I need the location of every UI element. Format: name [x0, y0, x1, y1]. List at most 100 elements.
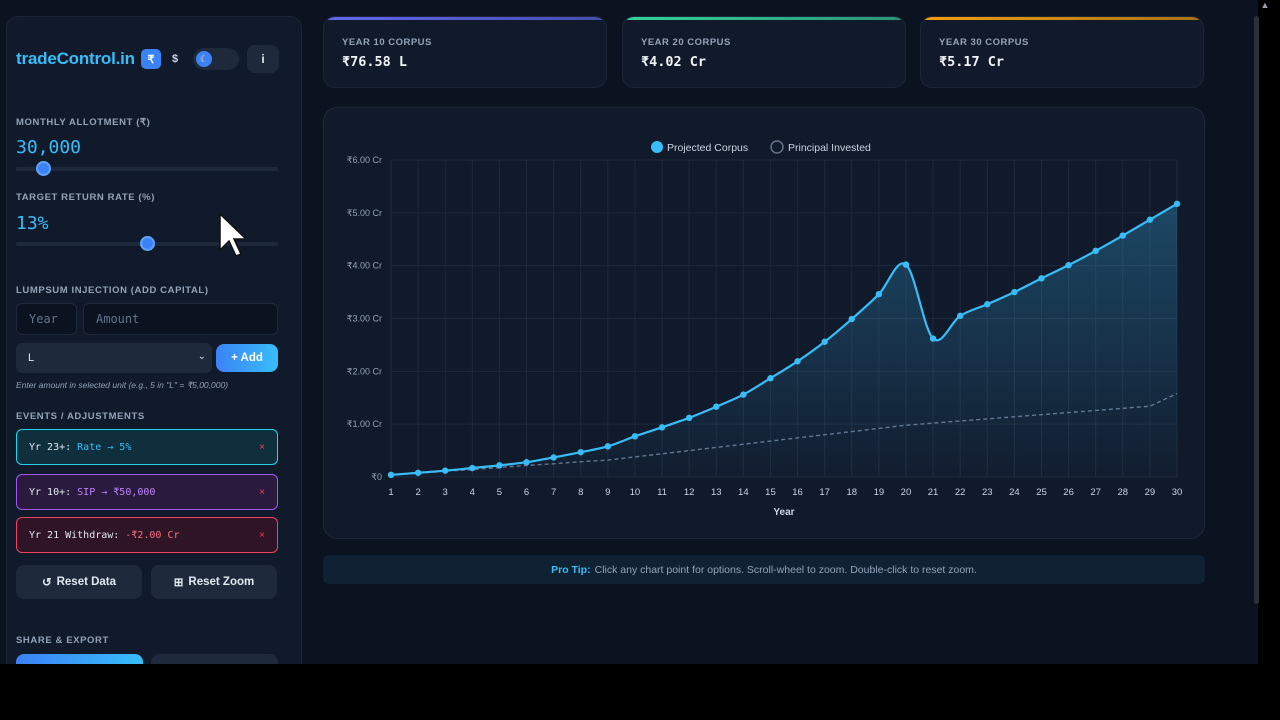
data-point — [577, 448, 584, 456]
x-tick-label: 24 — [1009, 487, 1020, 498]
theme-toggle[interactable]: ☾ — [193, 48, 239, 70]
add-lumpsum-button[interactable]: + Add — [216, 344, 278, 372]
event-item[interactable]: Yr 21 Withdraw: -₹2.00 Cr × — [16, 517, 278, 553]
x-tick-label: 4 — [470, 487, 475, 498]
chevron-down-icon: ⌄ — [197, 351, 206, 362]
data-point — [1092, 247, 1099, 255]
data-point — [713, 403, 720, 410]
data-point — [387, 471, 395, 479]
x-tick-label: 8 — [578, 487, 583, 498]
card-accent — [921, 17, 1203, 20]
x-axis-title: Year — [773, 507, 794, 518]
y-tick-label: ₹1.00 Cr — [347, 419, 382, 429]
card-accent — [324, 17, 606, 20]
return-rate-slider[interactable] — [16, 236, 278, 251]
x-tick-label: 3 — [443, 487, 448, 498]
data-point — [1038, 275, 1045, 282]
data-point — [414, 469, 422, 476]
y-tick-label: ₹6.00 Cr — [347, 155, 382, 165]
legend-marker-projected-corpus — [651, 141, 663, 153]
x-tick-label: 29 — [1145, 487, 1156, 498]
events-label: EVENTS / ADJUSTMENTS — [16, 411, 145, 422]
scroll-up-icon[interactable]: ▲ — [1260, 0, 1270, 10]
monthly-slider-thumb[interactable] — [35, 161, 51, 176]
x-tick-label: 22 — [955, 487, 966, 498]
data-point — [740, 391, 747, 398]
data-point — [984, 301, 991, 308]
reset-data-label: Reset Data — [56, 576, 117, 588]
scrollbar-thumb[interactable] — [1254, 16, 1259, 604]
event-key: Yr 10+: — [29, 486, 72, 498]
y-tick-label: ₹0 — [371, 472, 382, 482]
data-point — [848, 315, 855, 323]
card-label: YEAR 20 CORPUS — [641, 37, 731, 48]
x-tick-label: 11 — [657, 487, 667, 498]
refresh-icon: ↺ — [41, 577, 52, 589]
unit-hint: Enter amount in selected unit (e.g., 5 i… — [16, 380, 229, 390]
app-window: tradeControl.in ₹ $ ☾ i MONTHLY ALLOTMEN… — [0, 0, 1258, 664]
x-tick-label: 7 — [551, 487, 556, 498]
share-button[interactable] — [16, 654, 143, 664]
legend-label-principal-invested: Principal Invested — [788, 142, 871, 154]
data-point — [685, 414, 693, 422]
card-label: YEAR 10 CORPUS — [342, 37, 432, 48]
return-rate-value: 13% — [16, 213, 49, 234]
monthly-allotment-slider[interactable] — [16, 161, 278, 176]
x-tick-label: 25 — [1036, 487, 1047, 498]
series-area-projected-corpus — [391, 203, 1177, 477]
x-tick-label: 15 — [765, 487, 776, 498]
x-tick-label: 13 — [711, 487, 722, 498]
legend-label-projected-corpus: Projected Corpus — [667, 142, 748, 154]
unit-select-value: L — [28, 352, 35, 364]
x-tick-label: 1 — [388, 487, 393, 498]
y-tick-label: ₹3.00 Cr — [347, 314, 382, 324]
x-tick-label: 19 — [874, 487, 885, 498]
remove-event-icon[interactable]: × — [259, 530, 265, 541]
lumpsum-amount-input[interactable]: Amount — [83, 303, 278, 335]
y-tick-label: ₹2.00 Cr — [347, 366, 382, 376]
remove-event-icon[interactable]: × — [259, 487, 265, 498]
sidebar: tradeControl.in ₹ $ ☾ i MONTHLY ALLOTMEN… — [6, 16, 302, 664]
year-30-corpus-card: YEAR 30 CORPUS ₹5.17 Cr — [920, 16, 1204, 88]
event-item[interactable]: Yr 10+: SIP → ₹50,000 × — [16, 474, 278, 510]
rate-slider-thumb[interactable] — [139, 236, 155, 251]
currency-inr-button[interactable]: ₹ — [141, 49, 161, 69]
data-point — [523, 459, 530, 466]
x-tick-label: 18 — [846, 487, 857, 498]
brand-logo[interactable]: tradeControl.in — [16, 49, 135, 68]
data-point — [442, 467, 449, 474]
reset-data-button[interactable]: ↺ Reset Data — [16, 565, 142, 599]
reset-zoom-label: Reset Zoom — [188, 576, 255, 588]
event-key: Yr 23+: — [29, 441, 72, 453]
x-tick-label: 20 — [901, 487, 912, 498]
return-rate-label: TARGET RETURN RATE (%) — [16, 192, 155, 203]
event-value: SIP → ₹50,000 — [77, 486, 156, 498]
reset-zoom-button[interactable]: ⊞ Reset Zoom — [151, 565, 277, 599]
info-button[interactable]: i — [247, 45, 279, 73]
y-tick-label: ₹5.00 Cr — [347, 208, 382, 218]
x-tick-label: 10 — [630, 487, 641, 498]
lumpsum-label: LUMPSUM INJECTION (ADD CAPITAL) — [16, 285, 209, 296]
x-tick-label: 16 — [792, 487, 803, 498]
data-point — [929, 335, 937, 342]
event-value: Rate → 5% — [77, 441, 132, 453]
corpus-chart[interactable]: ₹0 ₹1.00 Cr ₹2.00 Cr ₹3.00 Cr ₹4.00 Cr ₹5.00 … — [324, 108, 1206, 540]
zoom-reset-icon: ⊞ — [173, 577, 184, 589]
data-point — [1119, 232, 1126, 239]
unit-select[interactable]: L ⌄ — [16, 343, 212, 373]
pro-tip-label: Pro Tip: — [551, 563, 591, 576]
x-tick-label: 9 — [605, 487, 610, 498]
data-point — [658, 424, 666, 431]
currency-usd-button[interactable]: $ — [171, 53, 179, 65]
export-button[interactable] — [151, 654, 278, 664]
data-point — [767, 375, 774, 382]
x-tick-label: 23 — [982, 487, 993, 498]
monthly-allotment-value: 30,000 — [16, 137, 82, 158]
remove-event-icon[interactable]: × — [259, 442, 265, 453]
x-tick-label: 30 — [1172, 487, 1183, 498]
card-value: ₹4.02 Cr — [641, 54, 707, 70]
corpus-chart-panel[interactable]: ₹0 ₹1.00 Cr ₹2.00 Cr ₹3.00 Cr ₹4.00 Cr ₹5.00 … — [323, 107, 1205, 539]
year-20-corpus-card: YEAR 20 CORPUS ₹4.02 Cr — [622, 16, 906, 88]
event-item[interactable]: Yr 23+: Rate → 5% × — [16, 429, 278, 465]
lumpsum-year-input[interactable]: Year — [16, 303, 77, 335]
